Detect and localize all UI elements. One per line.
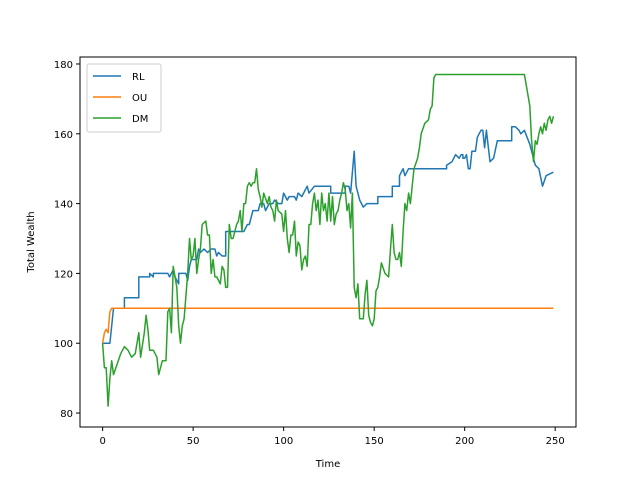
x-axis-label: Time [315, 459, 340, 470]
legend-box [86, 63, 162, 133]
series-line-dm [101, 73, 555, 407]
x-tick-label: 200 [455, 436, 474, 447]
x-tick-label: 50 [187, 436, 200, 447]
y-axis-label: Total Wealth [26, 211, 37, 273]
series-line-rl [102, 126, 554, 344]
y-tick-label: 100 [54, 339, 73, 350]
series-line-ou [101, 307, 554, 344]
legend-label-ou: OU [132, 93, 147, 104]
legend-label-rl: RL [132, 72, 145, 83]
series-layer [101, 73, 555, 407]
x-tick-label: 0 [99, 436, 105, 447]
y-tick-label: 140 [54, 200, 73, 211]
x-tick-label: 250 [546, 436, 565, 447]
y-axis: 80 100 120 140 160 180 [54, 60, 80, 420]
x-tick-label: 100 [274, 436, 293, 447]
x-axis: 0 50 100 150 200 250 [99, 427, 565, 447]
y-tick-label: 160 [54, 130, 73, 141]
legend-label-dm: DM [132, 114, 148, 125]
x-tick-label: 150 [365, 436, 384, 447]
legend: RL OU DM [86, 63, 162, 133]
y-tick-label: 80 [60, 409, 73, 420]
y-tick-label: 120 [54, 269, 73, 280]
plot-area [80, 57, 576, 427]
y-tick-label: 180 [54, 60, 73, 71]
plot-frame [79, 56, 577, 428]
